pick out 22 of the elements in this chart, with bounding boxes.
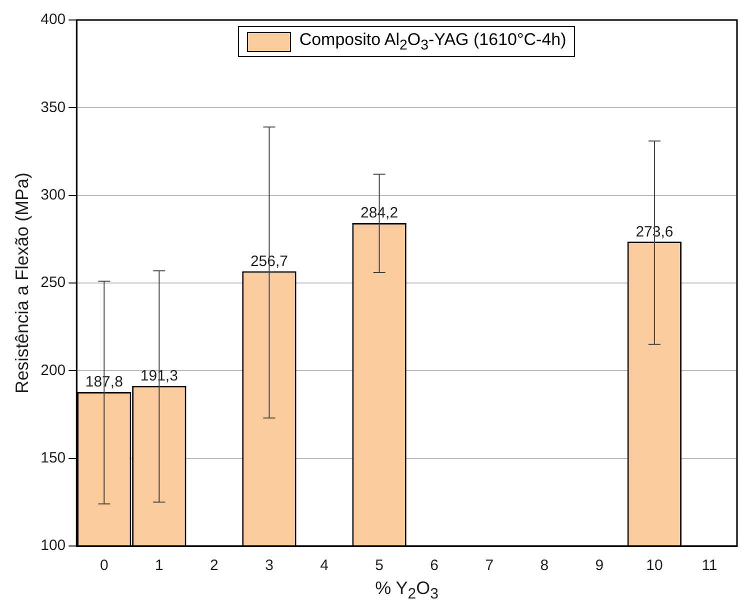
x-tick-label: 4 [320, 557, 328, 574]
x-tick-label: 0 [100, 557, 108, 574]
y-tick-label: 250 [40, 274, 66, 292]
x-axis-title: % Y$_{2}$O$_{3}$ [375, 578, 439, 603]
y-tick-label: 150 [40, 449, 66, 466]
y-tick-label: 200 [40, 362, 66, 379]
x-tick-label: 5 [375, 557, 384, 574]
y-tick-label: 100 [40, 537, 66, 554]
legend-label: Composito Al$_{2}$O$_{3}$-YAG (1610°C-4h) [299, 30, 566, 54]
x-tick-label: 2 [210, 557, 218, 574]
y-tick-label: 350 [40, 98, 66, 116]
y-axis-title: Resistência a Flexão (MPa) [12, 172, 32, 394]
x-tick-label: 10 [646, 557, 663, 574]
x-tick-label: 7 [485, 557, 494, 574]
x-tick-label: 1 [155, 557, 164, 574]
x-tick-label: 11 [702, 557, 718, 574]
x-tick-label: 3 [265, 557, 274, 574]
y-tick-label: 400 [40, 11, 66, 28]
x-tick-label: 8 [540, 557, 549, 574]
x-tick-label: 9 [595, 557, 604, 574]
y-tick-label: 300 [40, 186, 66, 204]
x-tick-label: 6 [430, 557, 438, 574]
